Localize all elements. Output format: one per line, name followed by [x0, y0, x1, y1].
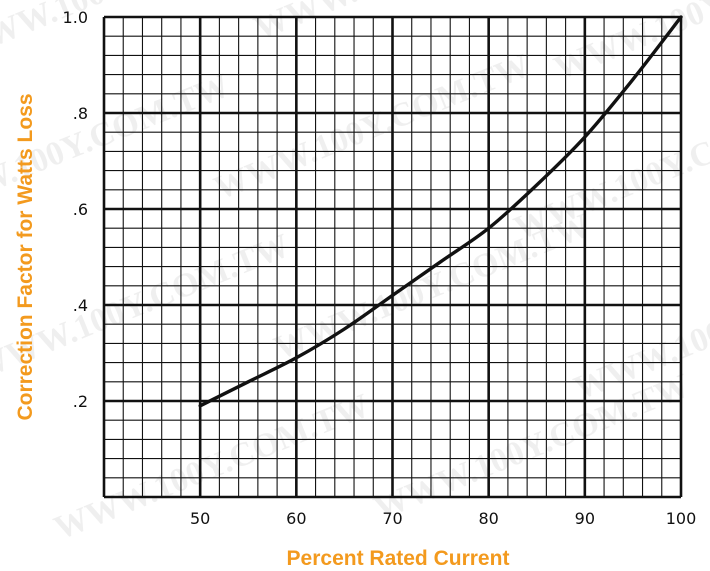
watermark-text: WWW.100Y.COM.TW [49, 387, 375, 547]
series-layer [198, 15, 683, 408]
x-tick-label: 50 [190, 509, 210, 528]
y-tick-label: .4 [73, 296, 88, 315]
x-axis-title: Percent Rated Current [287, 547, 510, 570]
y-tick-label: .6 [73, 200, 88, 219]
y-axis-title: Correction Factor for Watts Loss [14, 93, 37, 420]
x-tick-label: 60 [286, 509, 306, 528]
watermark-text: WWW.100Y.COM.TW [0, 227, 295, 387]
x-tick-labels: 50 60 70 80 90 100 [190, 509, 696, 528]
chart-grid [102, 15, 683, 499]
y-tick-labels: .2 .4 .6 .8 1.0 [63, 8, 88, 411]
y-tick-label: .8 [73, 104, 88, 123]
series-line [198, 15, 683, 408]
y-tick-label: 1.0 [63, 8, 88, 27]
watermark-text: WWW.100Y.COM.TW [0, 0, 275, 67]
watermark-text: WWW.100Y.COM.TW [369, 367, 695, 527]
x-tick-label: 90 [575, 509, 595, 528]
x-tick-label: 80 [478, 509, 498, 528]
watermark-layer: WWW.100Y.COM.TWWWW.100Y.COM.TWWWW.100Y.C… [0, 0, 710, 547]
y-tick-label: .2 [73, 392, 88, 411]
x-tick-label: 100 [666, 509, 697, 528]
x-tick-label: 70 [382, 509, 402, 528]
